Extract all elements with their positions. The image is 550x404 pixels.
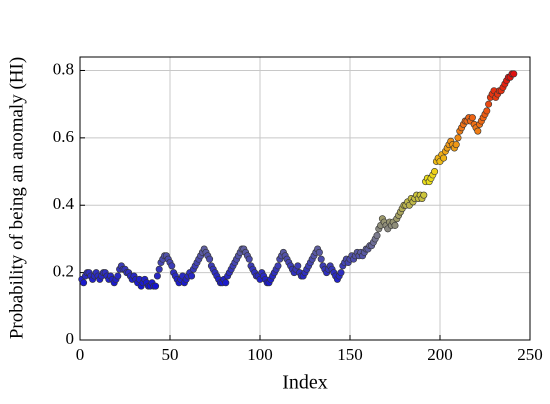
- y-axis-label: Probability of being an anomaly (HI): [6, 57, 27, 339]
- data-point: [373, 232, 381, 240]
- data-point: [431, 168, 439, 176]
- data-point: [474, 127, 482, 135]
- plot-frame: [79, 56, 531, 341]
- data-point: [153, 272, 161, 280]
- data-point: [155, 265, 163, 273]
- x-tick-label: 100: [247, 345, 273, 364]
- data-point: [152, 282, 160, 290]
- data-point: [80, 279, 88, 287]
- y-tick-label: 0.8: [53, 59, 74, 78]
- data-point: [485, 100, 493, 108]
- data-point: [114, 272, 122, 280]
- data-point: [274, 262, 282, 270]
- data-point: [510, 70, 518, 78]
- data-point: [420, 191, 428, 199]
- data-point: [452, 141, 460, 149]
- data-point: [337, 269, 345, 277]
- x-tick-label: 200: [427, 345, 453, 364]
- x-tick-label: 250: [517, 345, 543, 364]
- y-tick-label: 0.2: [53, 262, 74, 281]
- x-tick-label: 50: [162, 345, 179, 364]
- data-point: [188, 272, 196, 280]
- data-point: [315, 248, 323, 256]
- data-point: [468, 114, 476, 122]
- data-point: [245, 255, 253, 263]
- x-tick-label: 0: [76, 345, 85, 364]
- data-point: [294, 262, 302, 270]
- data-point: [222, 279, 230, 287]
- y-tick-label: 0.6: [53, 127, 74, 146]
- data-point: [317, 255, 325, 263]
- y-tick-label: 0.4: [53, 194, 75, 213]
- x-tick-label: 150: [337, 345, 363, 364]
- data-point: [454, 134, 462, 142]
- data-point: [168, 262, 176, 270]
- data-point: [440, 154, 448, 162]
- data-point: [206, 255, 214, 263]
- y-tick-label: 0: [66, 329, 75, 348]
- data-point: [483, 107, 491, 115]
- x-axis-label: Index: [282, 372, 328, 394]
- data-point: [391, 221, 399, 229]
